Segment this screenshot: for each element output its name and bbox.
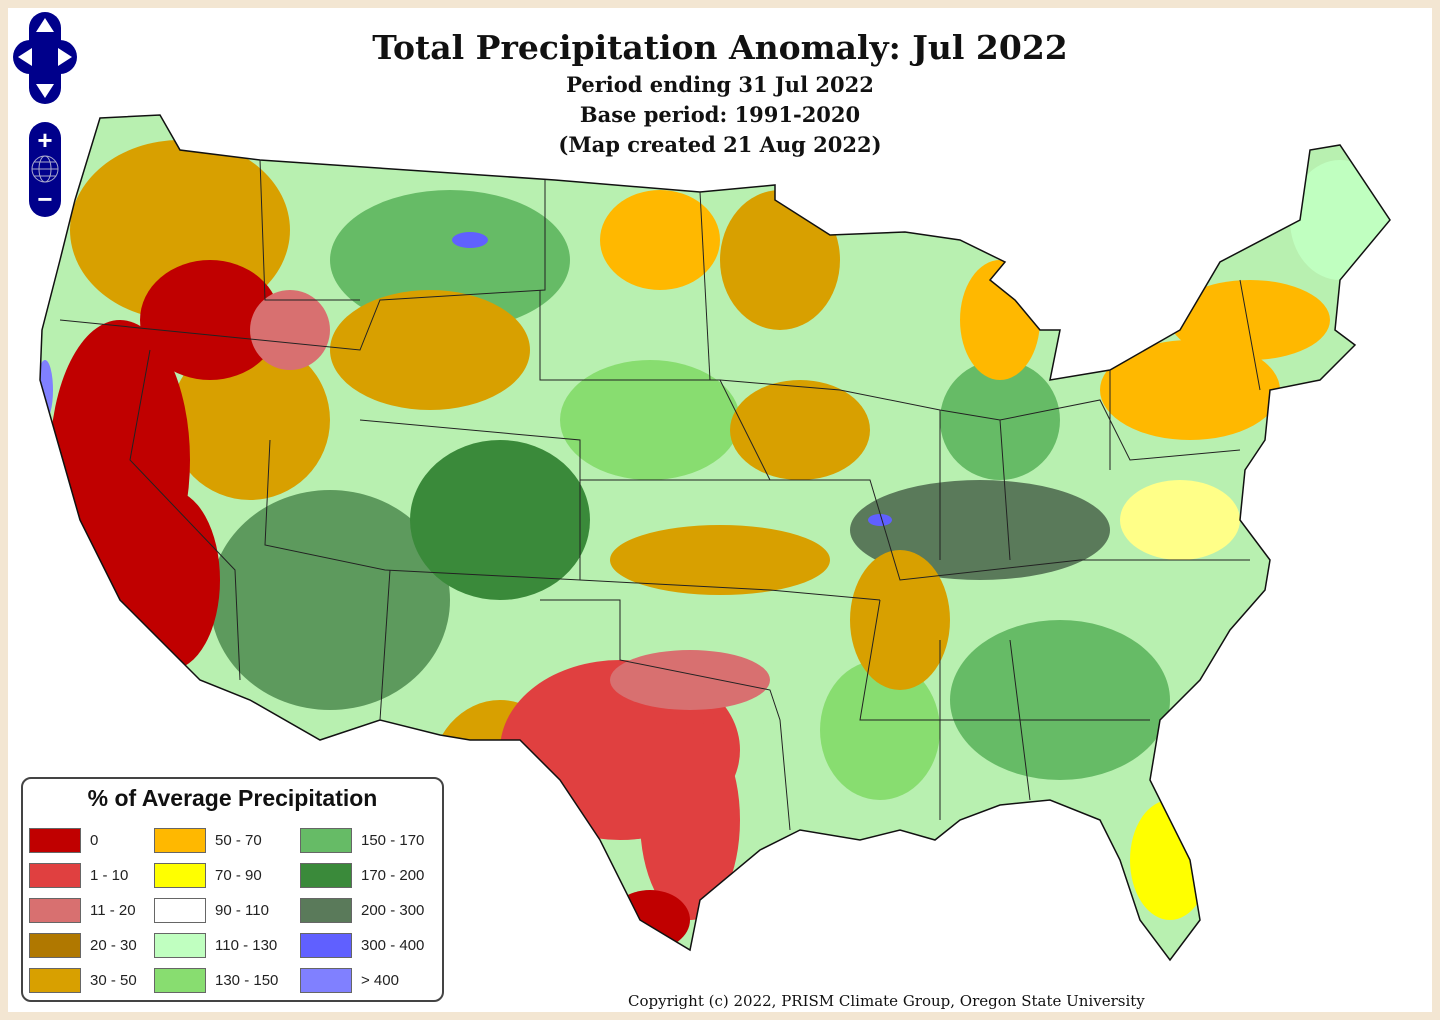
legend-item: 0	[29, 827, 98, 853]
legend-swatch	[29, 827, 81, 853]
legend-item: 200 - 300	[300, 897, 424, 923]
legend-item: 11 - 20	[29, 897, 136, 923]
legend-label: 150 - 170	[361, 831, 425, 849]
legend-label: 110 - 130	[215, 936, 278, 954]
legend-item: 130 - 150	[154, 967, 278, 993]
legend-label: 130 - 150	[215, 971, 279, 989]
pan-left-icon	[18, 48, 32, 66]
legend-swatch	[29, 967, 81, 993]
legend-swatch	[154, 932, 206, 958]
legend-swatch	[154, 862, 206, 888]
zoom-control[interactable]: + −	[29, 122, 61, 217]
legend-swatch	[29, 897, 81, 923]
pan-control[interactable]	[13, 12, 77, 104]
legend-label: 200 - 300	[361, 901, 425, 919]
legend-item: 90 - 110	[154, 897, 269, 923]
copyright: Copyright (c) 2022, PRISM Climate Group,…	[628, 992, 1145, 1010]
legend-item: 300 - 400	[300, 932, 424, 958]
legend-swatch	[29, 862, 81, 888]
legend-swatch	[300, 827, 352, 853]
zoom-in-button[interactable]: +	[37, 125, 52, 155]
base-period-subtitle: Base period: 1991-2020	[579, 102, 861, 127]
legend-label: > 400	[361, 971, 399, 989]
legend-item: 70 - 90	[154, 862, 262, 888]
legend-item: 170 - 200	[300, 862, 424, 888]
legend-swatch	[29, 932, 81, 958]
legend-item: 30 - 50	[29, 967, 137, 993]
pan-up-icon	[36, 18, 54, 32]
legend-item: > 400	[300, 967, 399, 993]
legend-swatch	[300, 897, 352, 923]
state-borders	[59, 159, 1261, 831]
zoom-out-button[interactable]: −	[37, 184, 52, 214]
legend-swatch	[154, 967, 206, 993]
legend: % of Average Precipitation 0 1 - 10 11 - 2…	[21, 777, 444, 1002]
legend-item: 20 - 30	[29, 932, 137, 958]
legend-swatch	[154, 827, 206, 853]
legend-swatch	[300, 932, 352, 958]
legend-swatch	[300, 967, 352, 993]
legend-label: 90 - 110	[215, 901, 269, 919]
legend-label: 20 - 30	[90, 936, 137, 954]
legend-item: 150 - 170	[300, 827, 424, 853]
legend-label: 0	[90, 831, 99, 849]
created-subtitle: (Map created 21 Aug 2022)	[558, 132, 882, 157]
legend-label: 50 - 70	[215, 831, 262, 849]
period-subtitle: Period ending 31 Jul 2022	[566, 72, 874, 97]
legend-swatch	[154, 897, 206, 923]
legend-label: 30 - 50	[90, 971, 137, 989]
legend-item: 1 - 10	[29, 862, 128, 888]
pan-right-icon	[58, 48, 72, 66]
legend-label: 170 - 200	[361, 866, 425, 884]
legend-swatch	[300, 862, 352, 888]
legend-title: % of Average Precipitation	[87, 785, 378, 811]
legend-item: 50 - 70	[154, 827, 262, 853]
globe-icon	[31, 155, 59, 183]
legend-label: 1 - 10	[90, 866, 129, 884]
legend-item: 110 - 130	[154, 932, 277, 958]
map-title: Total Precipitation Anomaly: Jul 2022	[372, 28, 1068, 67]
legend-label: 300 - 400	[361, 936, 425, 954]
legend-label: 11 - 20	[90, 901, 136, 919]
legend-label: 70 - 90	[215, 866, 262, 884]
pan-down-icon	[36, 84, 54, 98]
